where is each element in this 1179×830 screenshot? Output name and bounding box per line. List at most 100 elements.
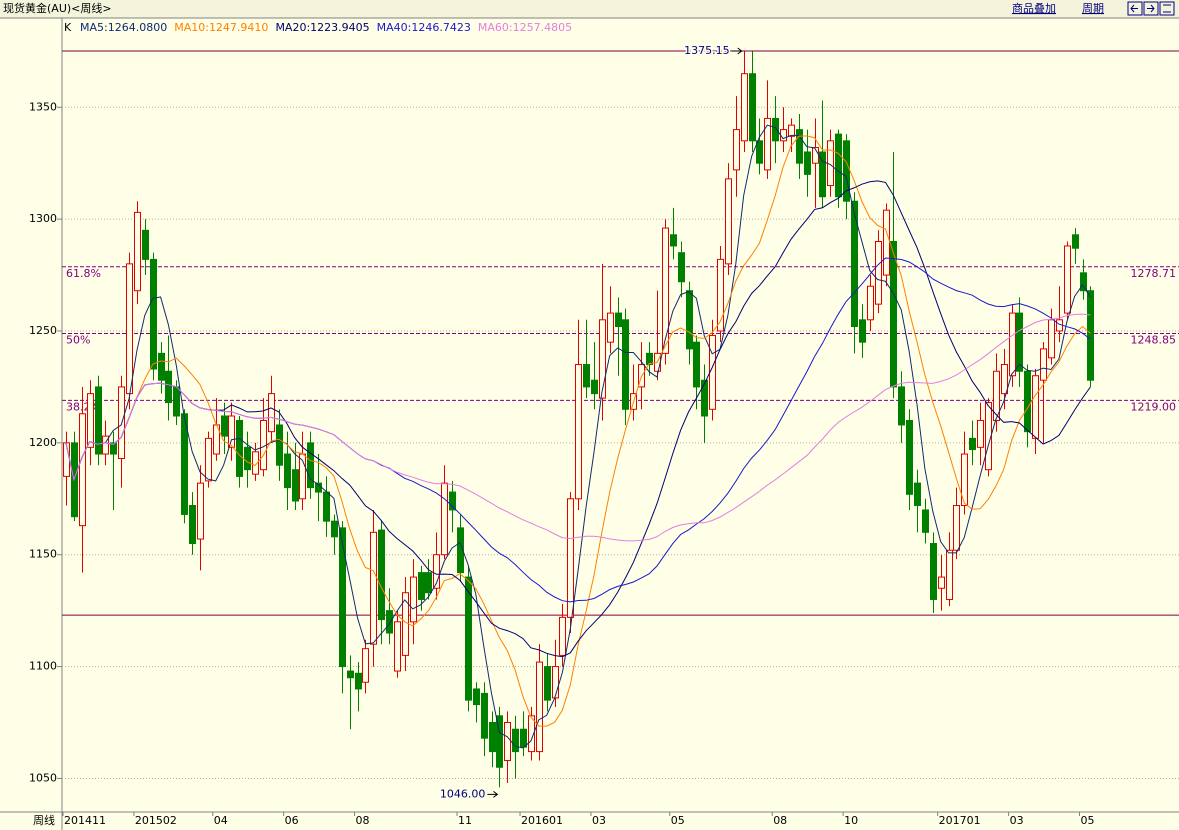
candle-body — [79, 413, 86, 527]
candle-body — [1001, 364, 1008, 395]
candle-body — [1080, 272, 1087, 292]
window-buttons[interactable] — [1127, 1, 1175, 16]
candle-body — [756, 140, 763, 164]
x-tick-label: 201701 — [939, 814, 981, 827]
legend-item: MA20:1223.9405 — [275, 21, 369, 34]
chart-title: 现货黄金(AU)<周线> — [3, 1, 112, 15]
candle-body — [473, 688, 480, 706]
candle-body — [930, 543, 937, 600]
candle-body — [678, 252, 685, 283]
candle-body — [481, 692, 488, 739]
candle-body — [725, 178, 732, 265]
ma-line — [65, 180, 1091, 658]
candle-body — [496, 715, 503, 768]
candle-body — [662, 227, 669, 354]
candle-body — [946, 549, 953, 600]
candle-body — [875, 240, 882, 305]
candle-body — [197, 482, 204, 540]
candle-body — [977, 419, 984, 448]
level-price: 1219.00 — [1131, 400, 1177, 413]
candle-body — [323, 491, 330, 522]
candle-body — [236, 419, 243, 477]
overlay-button[interactable]: 商品叠加 — [1012, 1, 1056, 15]
ma-line — [65, 313, 1091, 542]
candle-body — [71, 442, 78, 518]
x-tick-label: 03 — [592, 814, 606, 827]
candle-body — [173, 386, 180, 417]
candle-body — [733, 129, 740, 171]
candle-body — [993, 370, 1000, 421]
candle-body — [851, 200, 858, 328]
x-tick-label: 10 — [844, 814, 858, 827]
candle-body — [110, 442, 117, 455]
candle-body — [386, 610, 393, 634]
candle-body — [512, 728, 519, 753]
candle-body — [1087, 290, 1094, 381]
candle-body — [922, 509, 929, 533]
candle-body — [205, 437, 212, 482]
candle-body — [646, 352, 653, 366]
legend-item: MA5:1264.0800 — [80, 21, 167, 34]
candle-body — [126, 263, 133, 395]
candle-body — [764, 117, 771, 171]
candle-body — [599, 319, 606, 399]
candle-body — [158, 352, 165, 381]
candle-body — [890, 240, 897, 388]
candle-body — [796, 129, 803, 164]
candle-body — [575, 364, 582, 500]
candle-body — [284, 453, 291, 489]
y-tick-label: 1250 — [29, 324, 57, 337]
candle-body — [520, 728, 527, 748]
candle-body — [835, 133, 842, 198]
candle-body — [355, 672, 362, 690]
x-tick-label: 06 — [285, 814, 299, 827]
candle-body — [1032, 375, 1039, 439]
x-tick-label: 201601 — [521, 814, 563, 827]
candle-body — [1064, 245, 1071, 314]
legend-item: MA10:1247.9410 — [174, 21, 268, 34]
candle-body — [953, 504, 960, 551]
x-tick-label: 08 — [356, 814, 370, 827]
candle-body — [418, 572, 425, 600]
candle-body — [670, 234, 677, 247]
level-name: 50% — [66, 334, 90, 347]
candle-body — [63, 442, 70, 477]
candle-body — [717, 258, 724, 332]
candle-body — [819, 151, 826, 198]
y-tick-label: 1150 — [29, 548, 57, 561]
level-price: 1278.71 — [1131, 267, 1177, 280]
candle-body — [804, 151, 811, 175]
candle-body — [591, 379, 598, 395]
candle-body — [394, 621, 401, 672]
y-tick-label: 1300 — [29, 212, 57, 225]
arrow — [731, 47, 743, 55]
candle-body — [686, 290, 693, 350]
candle-body — [528, 715, 535, 753]
y-tick-label: 1200 — [29, 436, 57, 449]
x-axis-label: 周线 — [33, 813, 55, 827]
candle-body — [410, 576, 417, 623]
candle-body — [331, 520, 338, 538]
candle-body — [843, 140, 850, 202]
level-price: 1248.85 — [1131, 334, 1177, 347]
candle-body — [362, 648, 369, 683]
top-bar — [0, 0, 1179, 18]
candle-body — [615, 312, 622, 328]
candle-body — [536, 661, 543, 753]
candle-body — [181, 413, 188, 515]
candle-body — [607, 312, 614, 343]
candle-body — [134, 211, 141, 292]
candle-body — [701, 379, 708, 417]
candle-body — [567, 498, 574, 618]
ma-line — [65, 135, 1091, 727]
period-button[interactable]: 周期 — [1082, 2, 1104, 15]
ma-line — [65, 124, 1091, 749]
x-tick-label: 201411 — [64, 814, 106, 827]
candle-body — [489, 722, 496, 753]
candle-body — [347, 670, 354, 679]
candle-body — [552, 666, 559, 699]
candle-body — [883, 209, 890, 276]
candle-body — [189, 504, 196, 545]
